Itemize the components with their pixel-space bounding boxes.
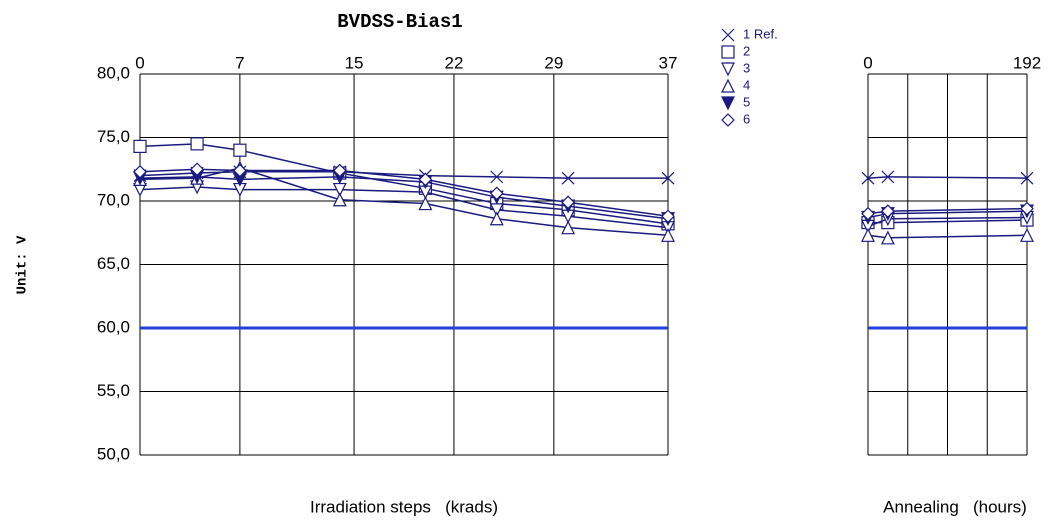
chart-title: BVDSS-Bias1 xyxy=(337,11,462,33)
marker xyxy=(418,172,433,187)
marker xyxy=(332,163,347,178)
legend-label: 2 xyxy=(743,43,750,58)
x2-axis-label: Annealing (hours) xyxy=(883,497,1027,516)
marker xyxy=(190,162,204,177)
marker xyxy=(561,171,575,185)
marker xyxy=(661,227,675,242)
marker xyxy=(133,139,147,153)
series-line xyxy=(139,186,669,229)
x-tick-label: 0 xyxy=(135,53,144,72)
legend-label: 3 xyxy=(743,60,750,75)
legend-label: 5 xyxy=(743,94,750,109)
x2-tick-label: 192 xyxy=(1013,53,1041,72)
series-line xyxy=(139,176,669,220)
y-tick-label: 50,0 xyxy=(97,444,130,463)
y-axis-label: Unit: V xyxy=(15,235,31,294)
series-line xyxy=(139,168,669,217)
legend-marker xyxy=(721,78,735,93)
series-line xyxy=(139,167,669,237)
marker xyxy=(881,170,895,184)
legend-marker xyxy=(721,62,735,77)
x-tick-label: 22 xyxy=(444,53,463,72)
marker xyxy=(861,171,875,185)
series-line xyxy=(867,176,1028,179)
legend-marker xyxy=(721,45,735,59)
marker xyxy=(861,206,875,221)
marker xyxy=(881,204,895,219)
x2-tick-label: 0 xyxy=(863,53,872,72)
marker xyxy=(880,230,895,245)
x-tick-label: 29 xyxy=(544,53,563,72)
legend-marker xyxy=(721,96,735,111)
y-tick-label: 55,0 xyxy=(97,381,130,400)
marker xyxy=(489,186,504,201)
series-line xyxy=(139,143,669,225)
y-tick-label: 75,0 xyxy=(97,127,130,146)
legend-marker xyxy=(721,28,735,42)
x-axis-label: Irradiation steps (krads) xyxy=(310,497,498,516)
legend-label: 1 Ref. xyxy=(743,26,778,41)
marker xyxy=(1020,201,1034,216)
marker xyxy=(1020,227,1034,242)
marker xyxy=(233,143,247,157)
y-tick-label: 70,0 xyxy=(97,190,130,209)
marker xyxy=(418,196,433,211)
marker xyxy=(490,170,504,184)
x-tick-label: 37 xyxy=(659,53,678,72)
marker xyxy=(861,227,875,242)
y-tick-label: 80,0 xyxy=(97,63,130,82)
marker xyxy=(233,163,247,178)
x-tick-label: 7 xyxy=(235,53,244,72)
legend-marker xyxy=(721,113,735,127)
marker xyxy=(661,171,675,185)
marker xyxy=(561,220,576,235)
marker xyxy=(133,164,147,179)
marker xyxy=(1020,171,1034,185)
y-tick-label: 65,0 xyxy=(97,254,130,273)
marker xyxy=(332,192,347,207)
marker xyxy=(190,137,204,151)
marker xyxy=(489,211,504,226)
marker xyxy=(661,209,675,224)
legend-label: 6 xyxy=(743,111,750,126)
series-line xyxy=(139,171,668,179)
marker xyxy=(561,195,575,210)
legend-label: 4 xyxy=(743,77,750,92)
y-tick-label: 60,0 xyxy=(97,317,130,336)
x-tick-label: 15 xyxy=(345,53,364,72)
